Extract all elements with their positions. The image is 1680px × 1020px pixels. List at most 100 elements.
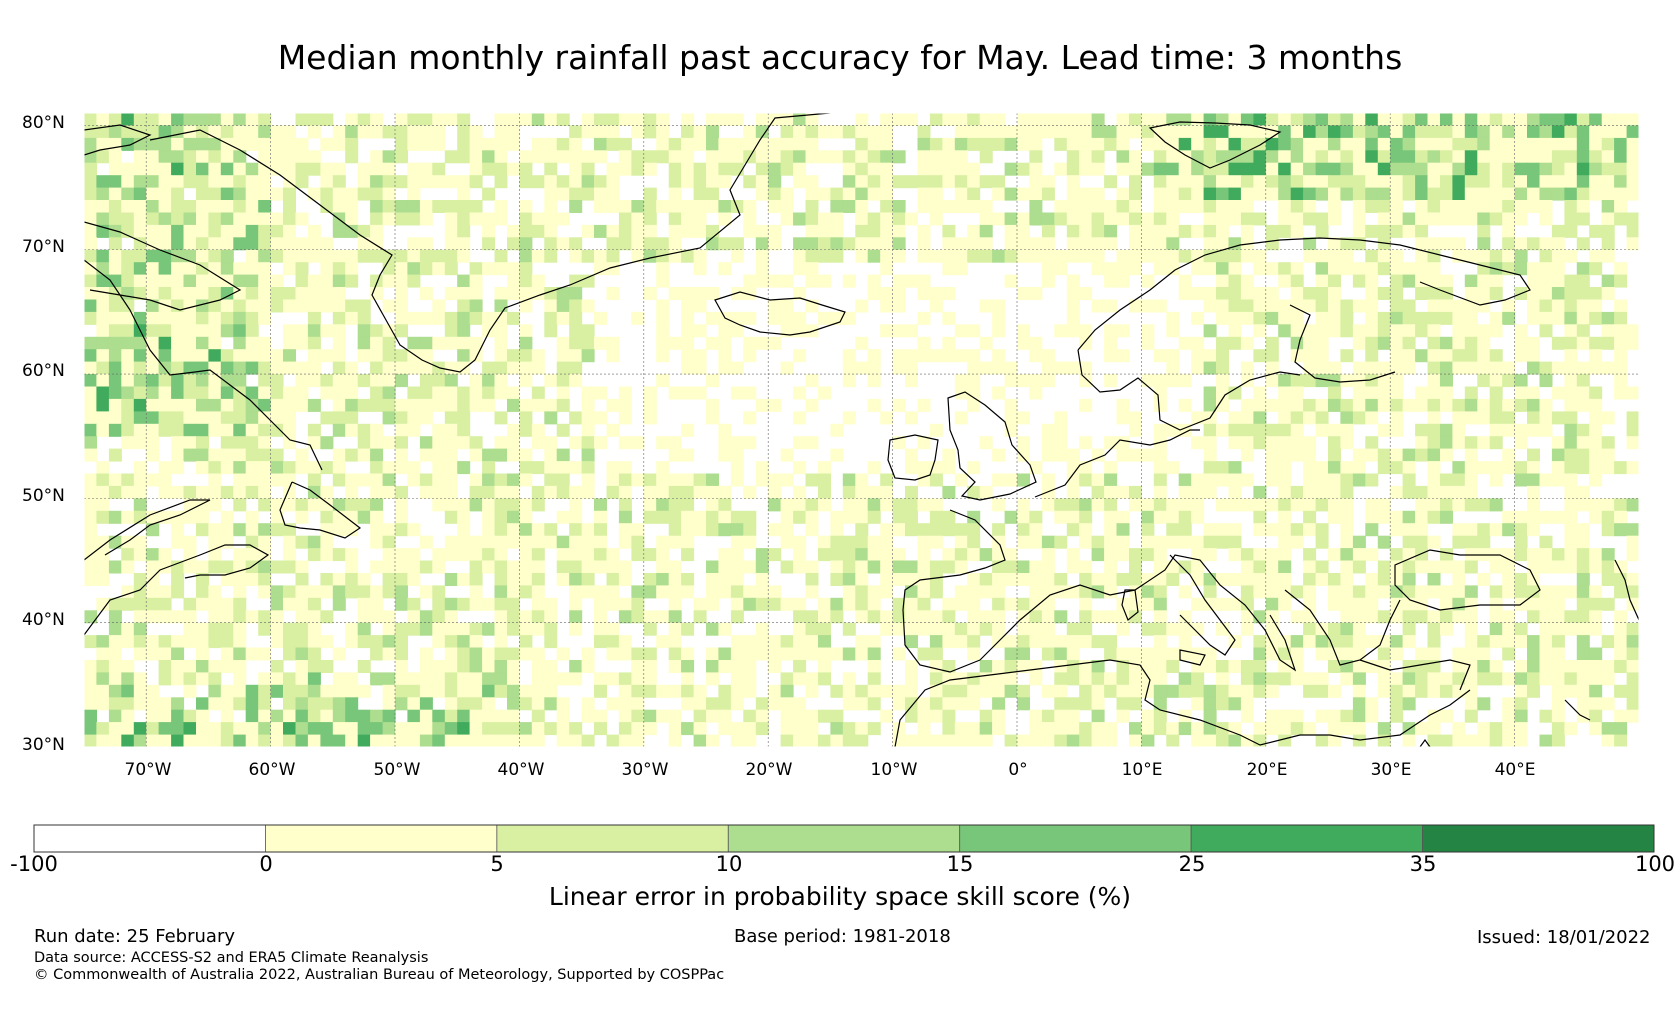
raster-cell (1589, 597, 1603, 611)
raster-cell (1116, 125, 1130, 139)
raster-cell (755, 548, 769, 562)
gridlines (84, 113, 1639, 747)
raster-cell (258, 262, 272, 276)
raster-cell (1104, 461, 1118, 475)
raster-cell (146, 137, 160, 151)
raster-cell (84, 249, 97, 263)
raster-cell (1402, 635, 1416, 649)
raster-cell (245, 162, 259, 176)
raster-cell (382, 162, 396, 176)
raster-cell (146, 374, 160, 388)
raster-cell (1315, 162, 1329, 176)
raster-cell (544, 697, 558, 711)
raster-cell (618, 411, 632, 425)
raster-cell (1489, 361, 1503, 375)
raster-cell (1477, 672, 1491, 686)
raster-cell (1203, 224, 1217, 238)
raster-cell (1601, 137, 1615, 151)
raster-cell (1564, 548, 1578, 562)
raster-cell (183, 672, 197, 686)
raster-cell (594, 622, 607, 636)
raster-cell (1216, 374, 1229, 388)
raster-cell (544, 162, 558, 176)
raster-cell (444, 436, 458, 450)
raster-cell (1377, 187, 1391, 201)
raster-cell (171, 349, 185, 363)
raster-cell (370, 212, 384, 226)
raster-cell (905, 660, 918, 673)
raster-cell (1029, 597, 1043, 611)
raster-cell (183, 137, 197, 151)
raster-cell (370, 249, 384, 263)
raster-cell (929, 660, 943, 673)
raster-cell (1265, 175, 1279, 189)
raster-cell (133, 585, 147, 599)
raster-cell (457, 709, 471, 723)
raster-cell (706, 287, 719, 300)
raster-cell (618, 498, 632, 512)
raster-cell (1477, 125, 1491, 139)
raster-cell (643, 722, 657, 736)
raster-cell (1203, 237, 1217, 251)
raster-cell (1551, 162, 1565, 176)
raster-cell (382, 709, 396, 723)
raster-cell (1328, 684, 1341, 698)
raster-cell (1527, 573, 1540, 586)
raster-cell (1328, 722, 1341, 736)
raster-cell (1191, 175, 1205, 189)
raster-cell (1079, 187, 1093, 201)
raster-cell (581, 411, 595, 425)
raster-cell (830, 709, 844, 723)
raster-cell (668, 237, 682, 251)
raster-cell (942, 349, 956, 363)
raster-cell (730, 473, 744, 487)
raster-cell (507, 311, 520, 325)
raster-cell (1352, 411, 1366, 425)
raster-cell (793, 734, 807, 747)
raster-cell (183, 535, 197, 549)
raster-cell (121, 137, 135, 151)
raster-cell (1153, 461, 1167, 475)
raster-cell (531, 734, 545, 747)
raster-cell (382, 299, 396, 313)
raster-cell (258, 224, 272, 238)
raster-cell (196, 324, 209, 338)
raster-cell (1116, 324, 1130, 338)
raster-cell (146, 386, 160, 400)
raster-cell (1328, 237, 1341, 251)
raster-cell (1141, 249, 1155, 263)
raster-cell (1365, 150, 1379, 164)
raster-cell (196, 709, 209, 723)
raster-cell (208, 299, 222, 313)
raster-cell (1129, 684, 1142, 698)
raster-cell (171, 324, 185, 338)
raster-cell (793, 622, 807, 636)
raster-cell (1228, 423, 1242, 437)
raster-cell (643, 113, 657, 126)
raster-cell (1365, 224, 1379, 238)
raster-cell (1340, 660, 1354, 673)
raster-cell (643, 287, 657, 300)
raster-cell (220, 249, 234, 263)
raster-cell (96, 411, 110, 425)
raster-cell (482, 473, 496, 487)
raster-cell (693, 137, 707, 151)
raster-cell (917, 697, 931, 711)
raster-cell (1104, 610, 1118, 624)
raster-cell (395, 722, 408, 736)
raster-cell (1315, 299, 1329, 313)
raster-cell (395, 660, 408, 673)
raster-cell (1489, 162, 1503, 176)
raster-cell (507, 113, 520, 126)
raster-cell (407, 386, 421, 400)
raster-cell (718, 709, 732, 723)
raster-cell (345, 398, 359, 412)
raster-cell (1141, 523, 1155, 537)
raster-cell (830, 684, 844, 698)
raster-cell (208, 411, 222, 425)
raster-cell (1303, 374, 1317, 388)
raster-cell (1004, 162, 1018, 176)
raster-cell (108, 560, 122, 574)
raster-cell (780, 635, 794, 649)
raster-cell (992, 125, 1006, 139)
